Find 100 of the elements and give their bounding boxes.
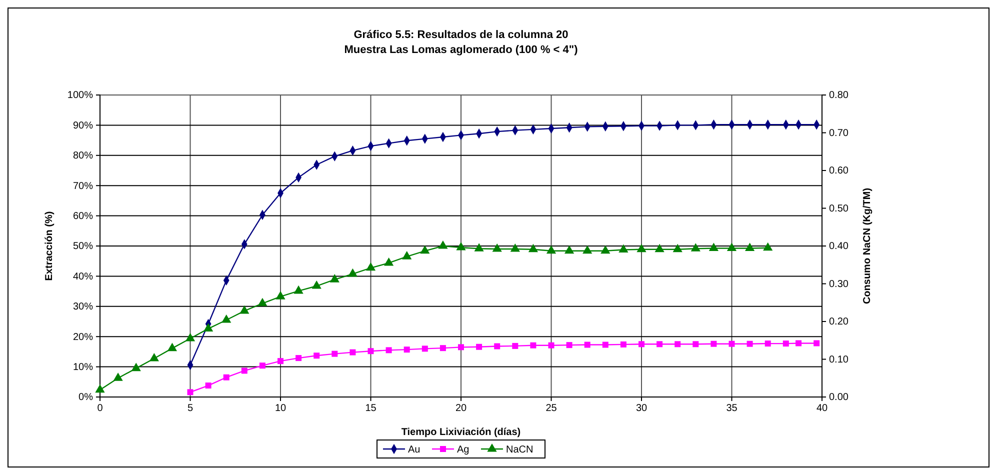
point bbox=[384, 257, 394, 266]
point bbox=[476, 344, 482, 350]
point bbox=[350, 349, 356, 356]
point bbox=[422, 346, 428, 352]
y-tick-label: 70% bbox=[72, 180, 94, 192]
y2-tick-label: 0.20 bbox=[829, 316, 849, 328]
y2-tick-label: 0.80 bbox=[829, 90, 849, 102]
y2-tick-label: 0.50 bbox=[829, 203, 849, 214]
point bbox=[438, 240, 448, 249]
y2-tick-label: 0.00 bbox=[829, 392, 849, 404]
point bbox=[366, 262, 376, 271]
point bbox=[528, 244, 538, 252]
x-tick-label: 5 bbox=[187, 403, 194, 414]
point bbox=[167, 342, 178, 352]
x-tick-label: 30 bbox=[636, 403, 648, 414]
y-tick-label: 10% bbox=[72, 362, 94, 373]
y-tick-label: 100% bbox=[67, 90, 94, 102]
point bbox=[312, 280, 322, 289]
y2-tick-label: 0.40 bbox=[829, 241, 849, 252]
point bbox=[420, 245, 430, 254]
point bbox=[690, 243, 700, 252]
y-axis-title: Extracción (%) bbox=[44, 211, 55, 281]
point bbox=[386, 347, 392, 354]
point bbox=[638, 341, 644, 348]
point bbox=[763, 242, 773, 251]
chart-title: Gráfico 5.5: Resultados de la columna 20 bbox=[354, 29, 568, 41]
point bbox=[746, 340, 753, 347]
point bbox=[618, 244, 628, 253]
y-tick-label: 80% bbox=[72, 150, 94, 162]
point bbox=[512, 342, 518, 349]
point bbox=[258, 298, 268, 306]
point bbox=[113, 372, 123, 381]
x-tick-label: 35 bbox=[726, 403, 738, 414]
point bbox=[205, 382, 212, 389]
x-tick-label: 0 bbox=[97, 403, 104, 414]
legend-label: Au bbox=[408, 444, 420, 456]
y-tick-label: 90% bbox=[72, 120, 94, 132]
point bbox=[131, 362, 141, 372]
point bbox=[402, 251, 412, 260]
chart-subtitle: Muestra Las Lomas aglomerado (100 % < 4") bbox=[344, 44, 578, 56]
point bbox=[600, 245, 610, 254]
point bbox=[530, 342, 536, 348]
point bbox=[796, 340, 802, 346]
point bbox=[546, 245, 556, 254]
point bbox=[185, 332, 196, 342]
y-tick-label: 30% bbox=[72, 302, 94, 313]
point bbox=[187, 389, 194, 396]
point bbox=[602, 342, 608, 348]
legend-label: Ag bbox=[457, 444, 470, 456]
point bbox=[584, 342, 590, 348]
x-tick-label: 40 bbox=[816, 403, 828, 414]
y-tick-label: 40% bbox=[72, 271, 94, 282]
point bbox=[710, 340, 717, 347]
y-tick-label: 60% bbox=[72, 211, 94, 222]
y-tick-label: 20% bbox=[72, 332, 94, 343]
point bbox=[296, 355, 302, 362]
point bbox=[692, 341, 699, 348]
y-tick-label: 50% bbox=[72, 241, 94, 252]
y-tick-label: 0% bbox=[78, 392, 94, 404]
point bbox=[726, 242, 737, 252]
point bbox=[708, 242, 719, 252]
point bbox=[620, 341, 626, 348]
point bbox=[636, 244, 646, 252]
point bbox=[582, 245, 592, 254]
x-axis-title: Tiempo Lixiviación (días) bbox=[401, 427, 521, 438]
point bbox=[728, 340, 735, 347]
point bbox=[278, 358, 284, 364]
point bbox=[744, 242, 755, 252]
point bbox=[494, 343, 500, 350]
point bbox=[259, 362, 266, 369]
y2-tick-label: 0.10 bbox=[829, 354, 849, 366]
x-tick-label: 25 bbox=[546, 403, 558, 414]
legend-label: NaCN bbox=[506, 444, 534, 456]
point bbox=[404, 346, 410, 353]
point bbox=[149, 352, 159, 362]
point bbox=[223, 374, 230, 380]
point bbox=[656, 341, 663, 348]
point bbox=[314, 352, 320, 359]
y2-tick-label: 0.30 bbox=[829, 278, 849, 290]
point bbox=[240, 305, 250, 314]
x-tick-label: 20 bbox=[455, 403, 467, 414]
point bbox=[440, 345, 446, 352]
point bbox=[548, 342, 554, 348]
point bbox=[294, 285, 304, 294]
point bbox=[276, 291, 286, 300]
point bbox=[566, 342, 572, 348]
point bbox=[241, 368, 248, 374]
point bbox=[95, 384, 105, 393]
point bbox=[654, 244, 664, 252]
point bbox=[814, 340, 820, 346]
point bbox=[674, 341, 681, 348]
point bbox=[222, 314, 232, 323]
point bbox=[782, 340, 789, 347]
point bbox=[368, 348, 374, 354]
y2-tick-label: 0.70 bbox=[829, 128, 849, 139]
point bbox=[764, 340, 771, 347]
y2-axis-title: Consumo NaCN (Kg/TM) bbox=[862, 188, 873, 304]
y2-tick-label: 0.60 bbox=[829, 166, 849, 177]
point bbox=[474, 243, 484, 252]
x-tick-label: 15 bbox=[365, 403, 377, 414]
